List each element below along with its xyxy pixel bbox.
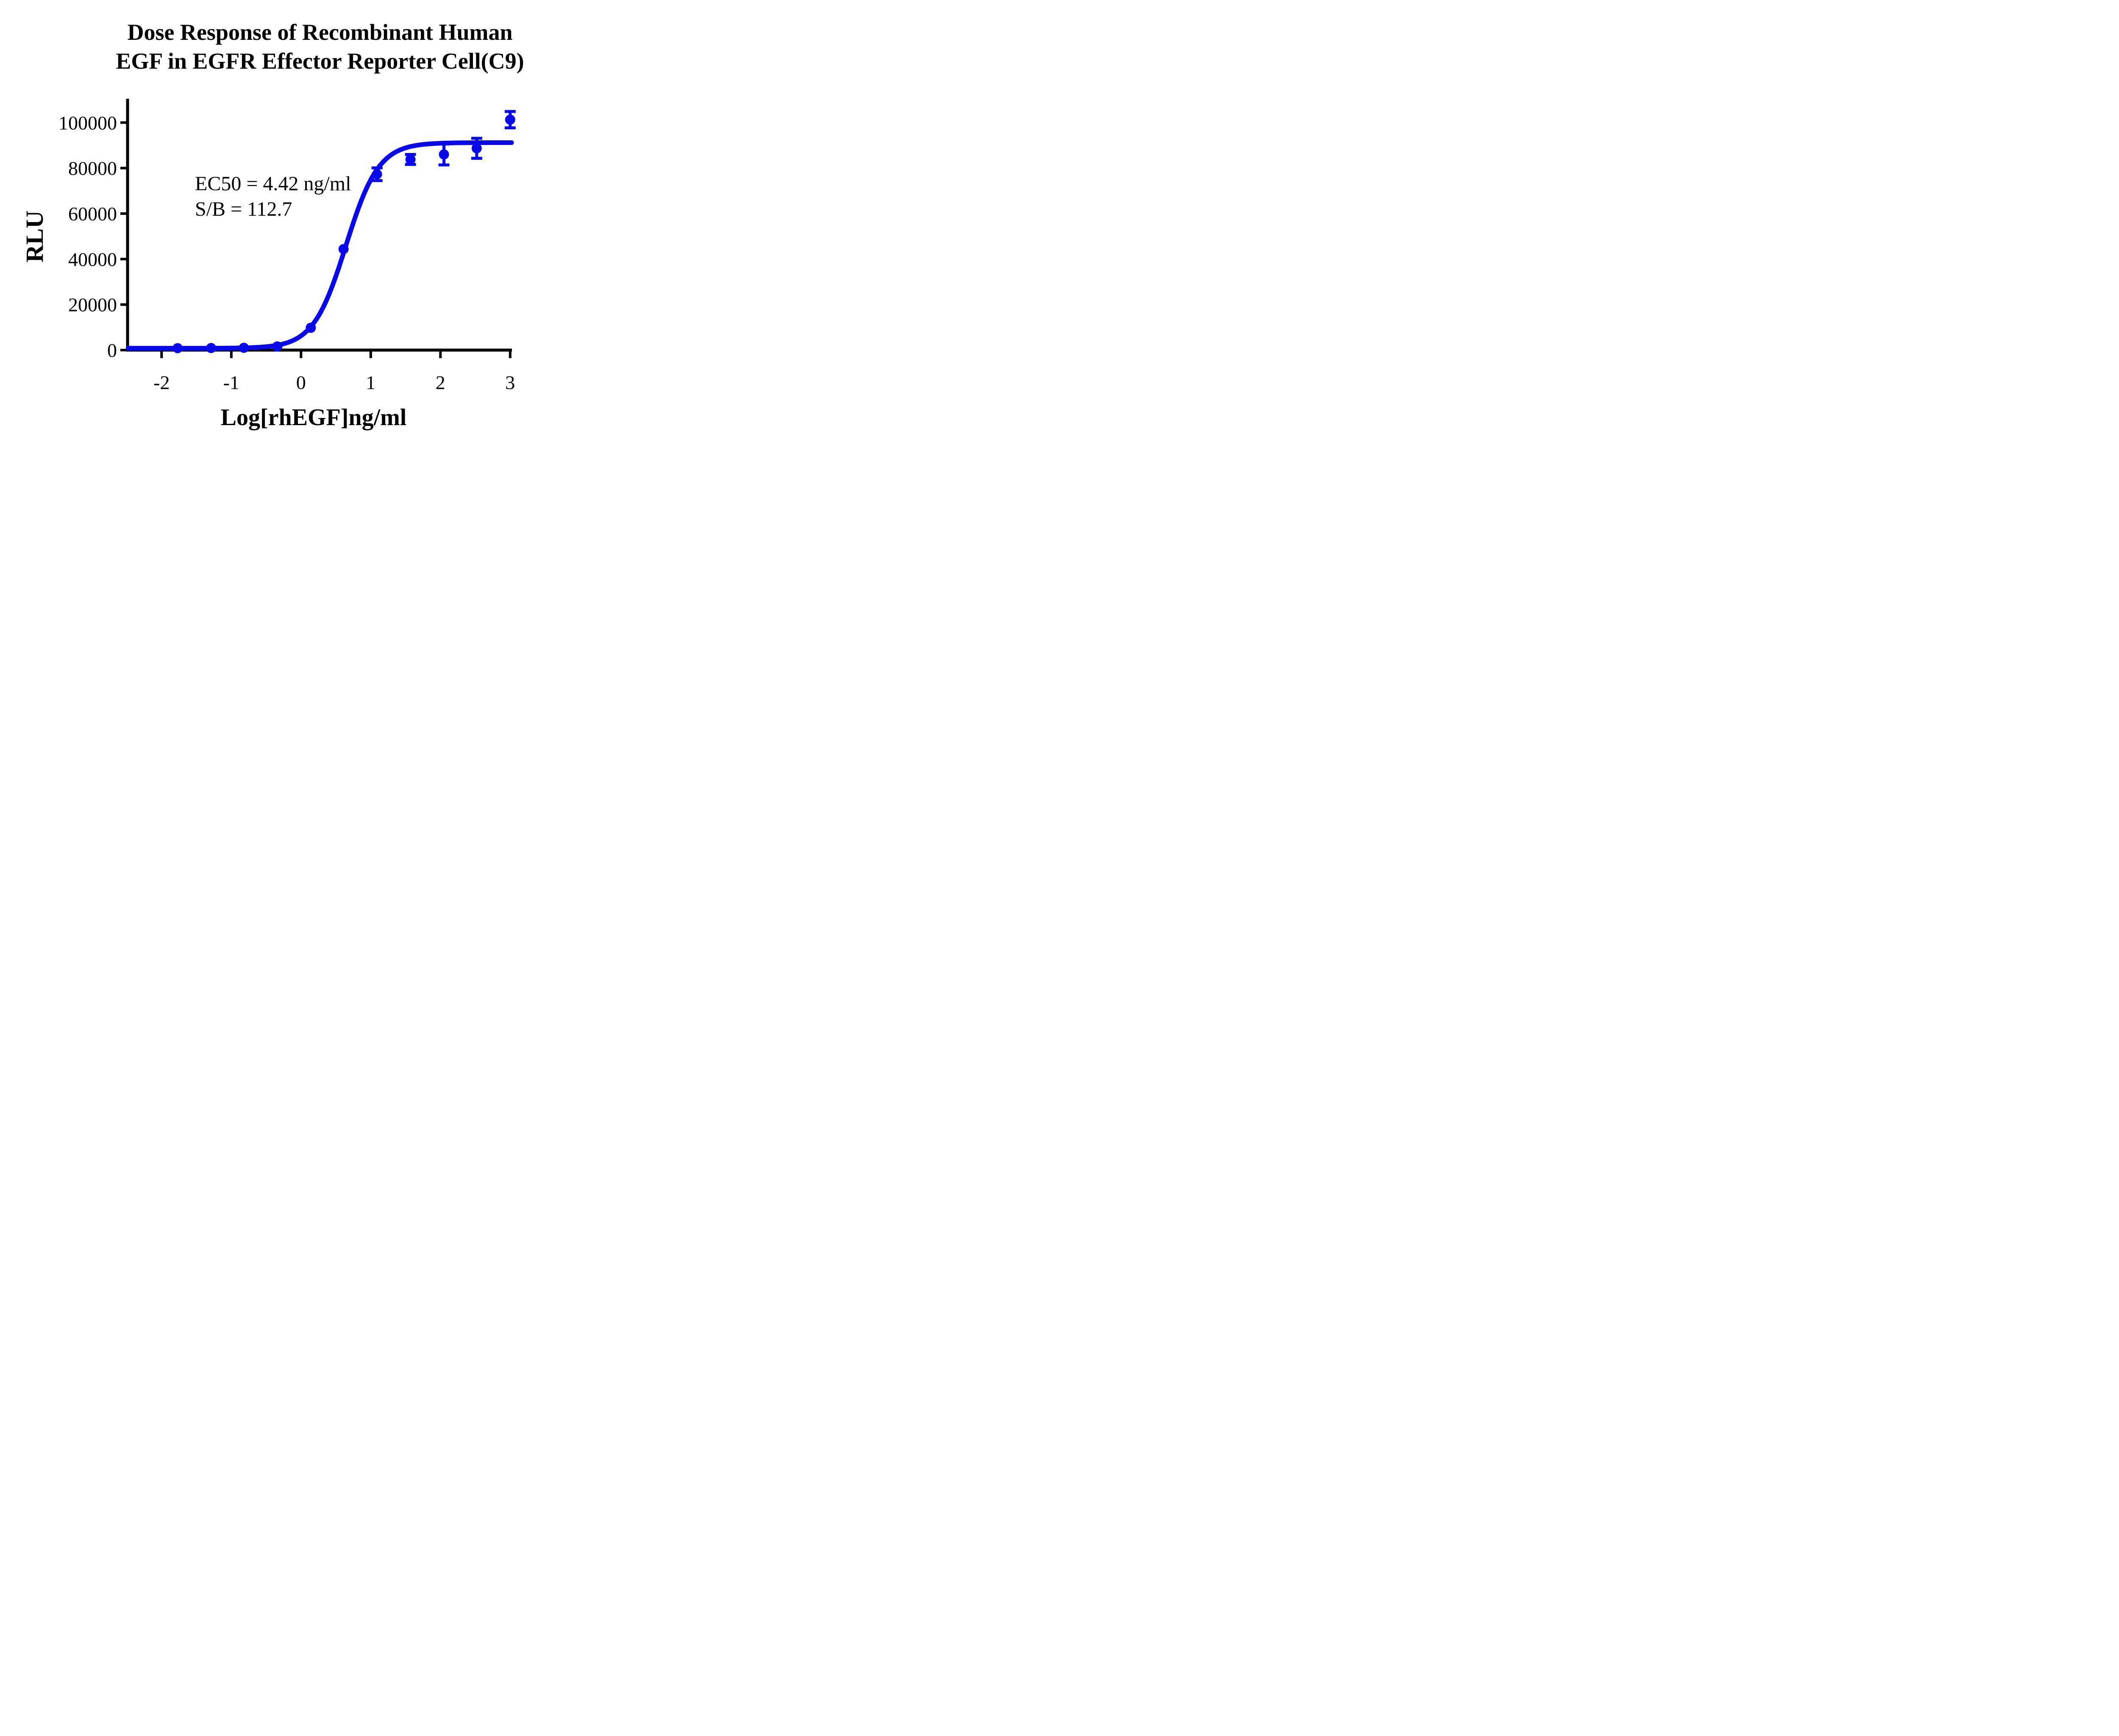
data-point — [372, 169, 382, 180]
x-tick-label: 2 — [436, 372, 445, 393]
data-point — [405, 154, 416, 165]
x-tick-label: 1 — [366, 372, 375, 393]
y-tick-label: 60000 — [68, 203, 117, 225]
data-point — [471, 143, 482, 153]
x-tick-label: -2 — [153, 372, 170, 393]
plot-area: -2 -1 0 1 2 3 0 20000 40000 60000 80000 100000 — [58, 99, 516, 393]
chart-title-line-2: EGF in EGFR Effector Reporter Cell(C9) — [116, 48, 524, 74]
data-point — [272, 341, 283, 352]
x-tick-label: 3 — [505, 372, 515, 393]
fit-curve — [125, 140, 514, 351]
y-tick-label: 0 — [107, 339, 117, 361]
data-point — [172, 343, 183, 353]
signal-background-annotation: S/B = 112.7 — [195, 198, 292, 220]
x-tick-label: -1 — [223, 372, 239, 393]
chart-title-line-1: Dose Response of Recombinant Human — [127, 19, 513, 45]
dose-response-figure: Dose Response of Recombinant Human EGF i… — [0, 0, 563, 434]
y-tick-label: 100000 — [58, 112, 117, 134]
data-point — [505, 114, 515, 125]
y-tick-label: 20000 — [68, 294, 117, 316]
y-tick-label: 40000 — [68, 248, 117, 270]
data-point — [306, 323, 316, 333]
data-point — [338, 244, 349, 254]
y-tick-label: 80000 — [68, 158, 117, 179]
x-tick-label: 0 — [296, 372, 306, 393]
ec50-annotation: EC50 = 4.42 ng/ml — [195, 172, 351, 195]
chart-title: Dose Response of Recombinant Human EGF i… — [77, 18, 563, 75]
data-point — [439, 149, 449, 160]
data-point — [206, 343, 217, 353]
data-point — [239, 342, 249, 353]
x-axis-title: Log[rhEGF]ng/ml — [220, 404, 407, 431]
fit-annotation: EC50 = 4.42 ng/ml S/B = 112.7 — [195, 171, 351, 222]
